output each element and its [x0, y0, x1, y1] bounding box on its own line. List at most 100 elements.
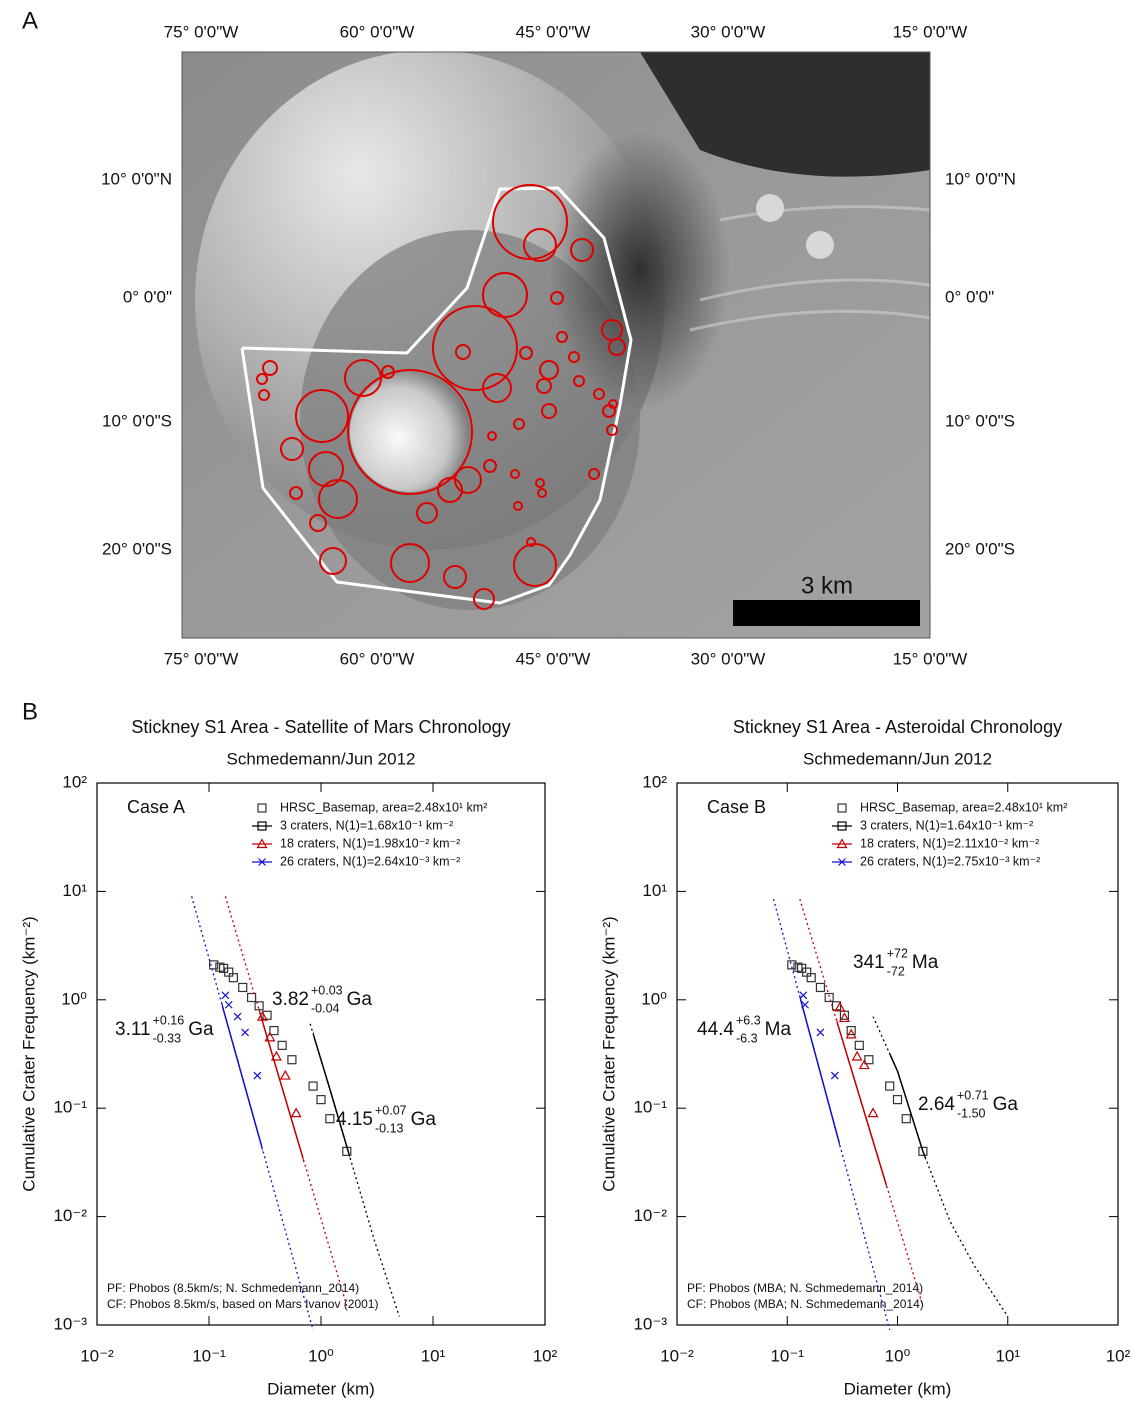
point [221, 991, 230, 1000]
age-unit: Ga [411, 1109, 437, 1130]
age-value: 3.82 [272, 989, 309, 1010]
map-y-label: 10° 0'0"S [102, 411, 172, 430]
point [854, 1040, 864, 1050]
age-plus: +0.03 [311, 983, 343, 997]
crater-outlines [256, 184, 626, 610]
isochron-fit [889, 1051, 926, 1161]
chart-subtitle: Schmedemann/Jun 2012 [803, 749, 992, 768]
y-tick-label: 10⁰ [61, 989, 87, 1008]
point [270, 1050, 282, 1061]
x-axis-label: Diameter (km) [267, 1379, 375, 1398]
isochron-fit [799, 993, 840, 1148]
legend-label: 3 craters, N(1)=1.64x10⁻¹ km⁻² [860, 818, 1033, 832]
y-tick-label: 10² [62, 772, 87, 791]
isochron-extrapolated [872, 1016, 1009, 1317]
x-tick-label: 10¹ [995, 1346, 1020, 1365]
case-label: Case A [127, 797, 185, 817]
map-x-label: 45° 0'0"W [516, 649, 591, 668]
panel-label: A [22, 7, 38, 34]
age-unit: Ga [993, 1094, 1019, 1115]
point [279, 1069, 291, 1080]
map-y-label: 10° 0'0"N [101, 169, 172, 188]
point [246, 992, 257, 1003]
x-tick-label: 10² [533, 1346, 558, 1365]
legend-marker [258, 858, 266, 866]
map-frame [181, 51, 931, 639]
point [801, 1000, 809, 1009]
age-value: 3.11 [115, 1019, 151, 1040]
point [264, 1031, 276, 1042]
age-plus: +6.3 [736, 1013, 761, 1027]
point [806, 973, 816, 983]
map-y-label: 20° 0'0"S [945, 539, 1015, 558]
x-tick-label: 10⁻² [660, 1346, 694, 1365]
point [892, 1095, 903, 1105]
case-label: Case B [707, 797, 766, 817]
age-unit: Ma [765, 1019, 792, 1040]
legend-label: 18 craters, N(1)=1.98x10⁻² km⁻² [280, 836, 460, 850]
y-tick-label: 10⁻² [633, 1206, 667, 1225]
age-unit: Ga [188, 1019, 214, 1040]
map-x-label: 60° 0'0"W [340, 22, 415, 41]
age-plus: +0.16 [153, 1013, 185, 1027]
point [233, 1012, 242, 1021]
point [918, 1146, 928, 1156]
y-tick-label: 10¹ [62, 881, 87, 900]
y-tick-label: 10⁻¹ [53, 1098, 87, 1117]
point [290, 1107, 302, 1118]
legend-label: 3 craters, N(1)=1.68x10⁻¹ km⁻² [280, 818, 453, 832]
legend-marker [256, 838, 268, 849]
x-tick-label: 10¹ [421, 1346, 446, 1365]
age-minus: -0.33 [153, 1031, 182, 1045]
point [316, 1095, 326, 1105]
isochron-extrapolated [772, 898, 891, 1331]
chart-title: Stickney S1 Area - Asteroidal Chronology [733, 717, 1062, 737]
footnote: PF: Phobos (MBA; N. Schmedemann_2014) [687, 1281, 923, 1295]
x-tick-label: 10⁻¹ [192, 1346, 226, 1365]
panel-label: B [22, 698, 38, 725]
point [816, 1028, 825, 1037]
map-x-label: 45° 0'0"W [516, 22, 591, 41]
legend-marker [836, 838, 848, 849]
y-tick-label: 10⁻¹ [633, 1098, 667, 1117]
point [845, 1028, 857, 1039]
scale-bar [733, 600, 920, 626]
age-minus: -0.04 [311, 1001, 340, 1015]
point [256, 1010, 268, 1021]
x-tick-label: 10² [1106, 1346, 1131, 1365]
point [787, 960, 797, 970]
point [858, 1059, 870, 1070]
isochron-fit [836, 1017, 887, 1190]
point [867, 1107, 879, 1118]
point [824, 992, 834, 1003]
point [834, 1001, 846, 1012]
age-value: 2.64 [918, 1094, 955, 1115]
age-unit: Ma [912, 952, 939, 973]
point [308, 1081, 318, 1091]
legend-marker [837, 821, 847, 831]
age-minus: -6.3 [736, 1031, 758, 1045]
point [224, 967, 234, 977]
age-value: 44.4 [697, 1019, 734, 1040]
x-tick-label: 10⁰ [885, 1346, 911, 1365]
point [238, 982, 248, 993]
legend-label: 18 craters, N(1)=2.11x10⁻² km⁻² [860, 836, 1039, 850]
x-tick-label: 10⁰ [308, 1346, 334, 1365]
point [799, 991, 808, 1000]
scale-label: 3 km [801, 572, 853, 599]
legend-marker [257, 821, 267, 831]
map-x-label: 15° 0'0"W [893, 22, 968, 41]
y-tick-label: 10¹ [642, 881, 667, 900]
point [269, 1025, 279, 1036]
point [209, 960, 219, 970]
point [885, 1081, 895, 1091]
chart-subtitle: Schmedemann/Jun 2012 [226, 749, 415, 768]
legend-marker [257, 803, 267, 813]
point [846, 1025, 856, 1036]
point [277, 1040, 287, 1050]
footnote: PF: Phobos (8.5km/s; N. Schmedemann_2014… [107, 1281, 359, 1295]
footnote: CF: Phobos (MBA; N. Schmedemann_2014) [687, 1297, 924, 1311]
point [830, 1071, 839, 1080]
age-plus: +72 [887, 946, 908, 960]
chart-title: Stickney S1 Area - Satellite of Mars Chr… [131, 717, 510, 737]
